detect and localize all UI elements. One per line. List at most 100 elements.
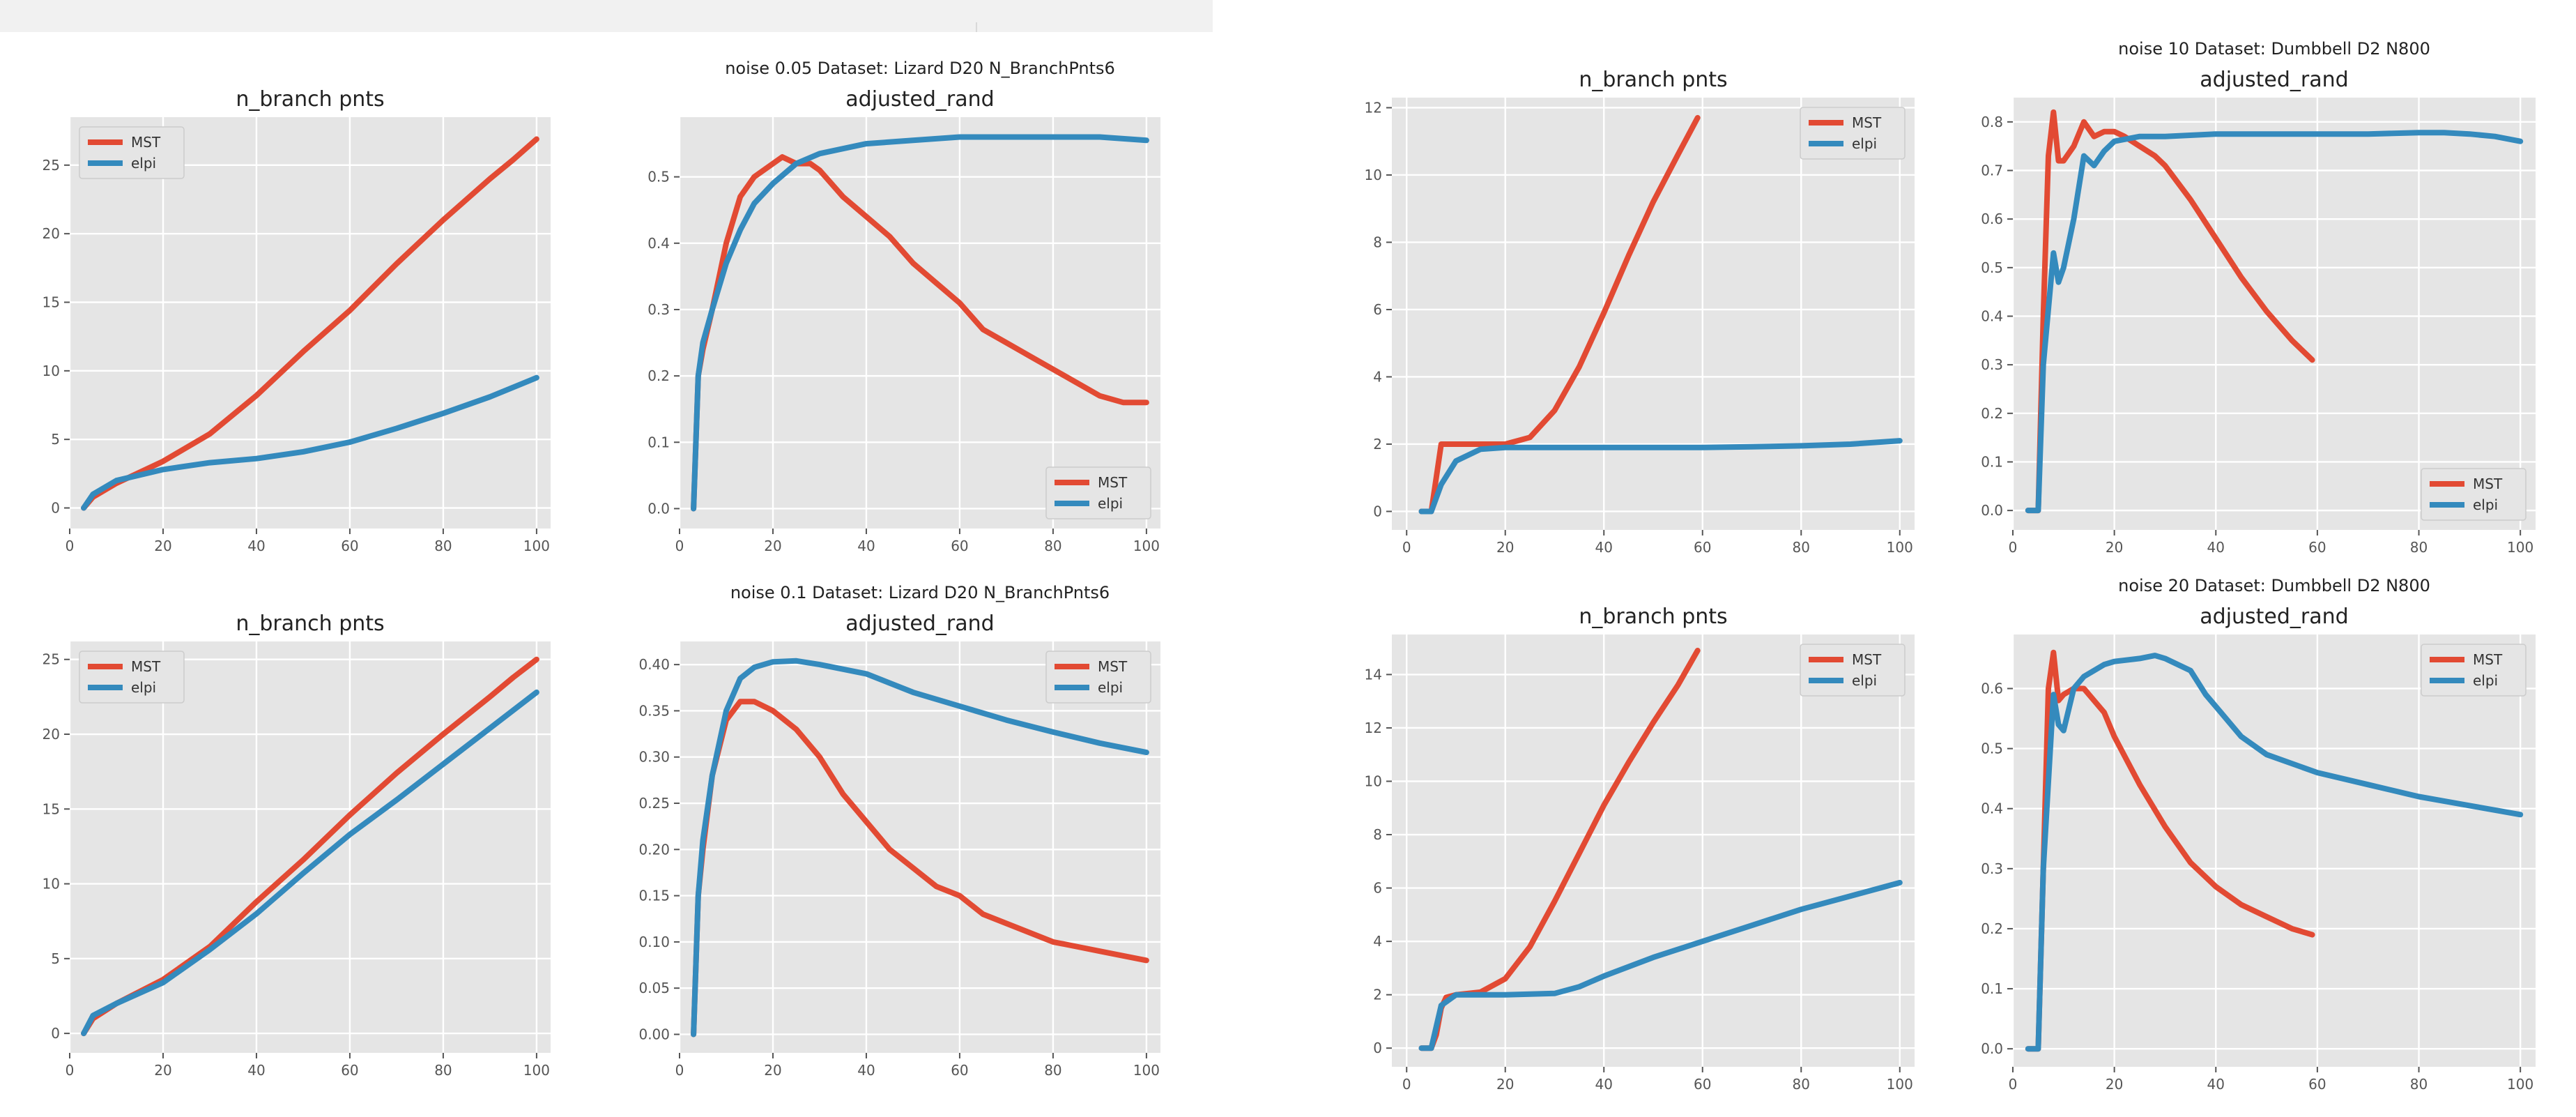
x-tick-label: 40 (857, 538, 875, 554)
series-line-elpi (81, 689, 539, 1037)
chart-panel-2: 0 20 40 60 80 100 0.0 0.1 0.2 0.3 0.4 0.5 adjusted_r… (647, 59, 1160, 554)
x-tick-label: 0 (675, 1062, 684, 1079)
x-tick-label: 20 (2106, 1076, 2123, 1093)
legend-label-mst: MST (131, 658, 161, 675)
y-tick-label: 0.0 (647, 500, 670, 517)
x-tick-label: 0 (66, 1062, 75, 1079)
y-tick-label: 8 (1373, 234, 1382, 250)
x-tick-label: 40 (1595, 1076, 1613, 1093)
x-tick-label: 0 (66, 538, 75, 554)
chart-title: adjusted_rand (2200, 605, 2348, 629)
plot-area (70, 117, 551, 529)
legend-label-elpi: elpi (1098, 679, 1123, 696)
x-tick-label: 20 (1496, 539, 1514, 556)
y-tick-label: 0 (1373, 1040, 1382, 1056)
x-tick-label: 80 (1044, 1062, 1061, 1079)
y-tick-label: 0 (1373, 503, 1382, 519)
x-tick-label: 40 (2207, 1076, 2225, 1093)
x-tick-label: 80 (434, 538, 452, 554)
y-tick-label: 2 (1373, 436, 1382, 453)
y-tick-label: 0.1 (647, 434, 670, 450)
legend-label-mst: MST (1852, 651, 1882, 668)
y-tick-label: 25 (43, 651, 60, 668)
legend: MST elpi (79, 651, 185, 704)
y-tick-label: 0.00 (638, 1026, 670, 1042)
legend-label-elpi: elpi (1852, 135, 1877, 152)
y-tick-label: 0.25 (638, 795, 670, 812)
x-tick-label: 40 (2207, 539, 2225, 556)
x-tick-label: 100 (1133, 1062, 1160, 1079)
y-tick-label: 0.0 (1981, 502, 2003, 519)
chart-title: n_branch pnts (236, 87, 384, 112)
y-tick-label: 10 (43, 363, 60, 379)
legend-label-mst: MST (1098, 658, 1128, 675)
plot-area (1392, 98, 1915, 530)
y-tick-label: 12 (1365, 99, 1382, 116)
x-tick-label: 100 (2507, 539, 2533, 556)
x-tick-label: 60 (2308, 539, 2326, 556)
series-line-mst (1418, 114, 1701, 515)
x-tick-label: 60 (341, 538, 358, 554)
y-tick-label: 0.20 (638, 841, 670, 858)
y-tick-label: 2 (1373, 987, 1382, 1003)
legend-label-elpi: elpi (131, 155, 156, 172)
legend: MST elpi (1045, 466, 1151, 519)
y-tick-label: 0.30 (638, 749, 670, 766)
series-line-elpi (1418, 879, 1903, 1051)
y-tick-label: 5 (51, 431, 60, 448)
y-tick-label: 0.5 (647, 169, 670, 185)
y-tick-label: 0.4 (647, 235, 670, 252)
y-tick-label: 0.1 (1981, 980, 2003, 997)
chart-suptitle: noise 10 Dataset: Dumbbell D2 N800 (2118, 39, 2430, 59)
chart-panel-6: 0 20 40 60 80 100 0.0 0.1 0.2 0.3 0.4 0.5 0.6 0.7 0.8 a… (1981, 39, 2536, 556)
legend-label-elpi: elpi (1098, 495, 1123, 512)
y-tick-label: 6 (1373, 880, 1382, 897)
chart-panel-4: 0 20 40 60 80 100 0.00 0.05 0.10 0.15 0.20 0.25 0.30… (638, 583, 1160, 1079)
chart-title: n_branch pnts (236, 611, 384, 636)
legend-label-mst: MST (131, 134, 161, 151)
y-tick-label: 0.2 (647, 367, 670, 384)
x-tick-label: 0 (675, 538, 684, 554)
y-tick-label: 0.10 (638, 934, 670, 950)
x-tick-label: 40 (247, 538, 265, 554)
plot-area (680, 117, 1160, 529)
x-tick-label: 80 (1793, 539, 1810, 556)
chart-suptitle: noise 0.05 Dataset: Lizard D20 N_BranchP… (725, 59, 1115, 78)
y-tick-label: 0.05 (638, 980, 670, 996)
y-tick-label: 12 (1365, 720, 1382, 736)
legend: MST elpi (1800, 107, 1906, 160)
legend: MST elpi (2421, 468, 2527, 521)
legend-label-mst: MST (2473, 651, 2503, 668)
y-tick-label: 0.1 (1981, 453, 2003, 470)
y-tick-label: 10 (1365, 167, 1382, 183)
chart-panel-5: 0 20 40 60 80 100 0 2 4 6 8 10 12 n_branch pnts MST elp… (1365, 68, 1915, 556)
legend: MST elpi (79, 126, 185, 179)
chart-title: adjusted_rand (845, 611, 994, 636)
y-tick-label: 5 (51, 950, 60, 967)
toolbar-separator (976, 22, 977, 32)
chart-panel-8: 0 20 40 60 80 100 0.0 0.1 0.2 0.3 0.4 0.5 0.6 adjuste… (1981, 576, 2536, 1093)
y-tick-label: 4 (1373, 933, 1382, 950)
y-tick-label: 8 (1373, 826, 1382, 843)
y-tick-label: 0.2 (1981, 405, 2003, 422)
chart-title: n_branch pnts (1579, 68, 1727, 92)
y-tick-label: 0.6 (1981, 211, 2003, 227)
series-line-mst (691, 154, 1149, 512)
y-tick-label: 0.3 (647, 301, 670, 318)
y-tick-label: 0.35 (638, 702, 670, 719)
y-tick-label: 0.4 (1981, 800, 2003, 817)
x-tick-label: 60 (2308, 1076, 2326, 1093)
x-tick-label: 20 (764, 538, 781, 554)
chart-title: adjusted_rand (2200, 68, 2348, 92)
legend: MST elpi (1800, 644, 1906, 697)
y-tick-label: 4 (1373, 368, 1382, 385)
y-tick-label: 0 (51, 1025, 60, 1042)
y-tick-label: 0.2 (1981, 920, 2003, 937)
chart-panel-7: 0 20 40 60 80 100 0 2 4 6 8 10 12 14 n_branch pnts MST e… (1365, 605, 1915, 1093)
y-tick-label: 0.6 (1981, 681, 2003, 697)
legend-label-mst: MST (2473, 476, 2503, 492)
chart-title: n_branch pnts (1579, 605, 1727, 629)
series-line-elpi (81, 374, 539, 511)
chart-suptitle: noise 20 Dataset: Dumbbell D2 N800 (2118, 576, 2430, 595)
